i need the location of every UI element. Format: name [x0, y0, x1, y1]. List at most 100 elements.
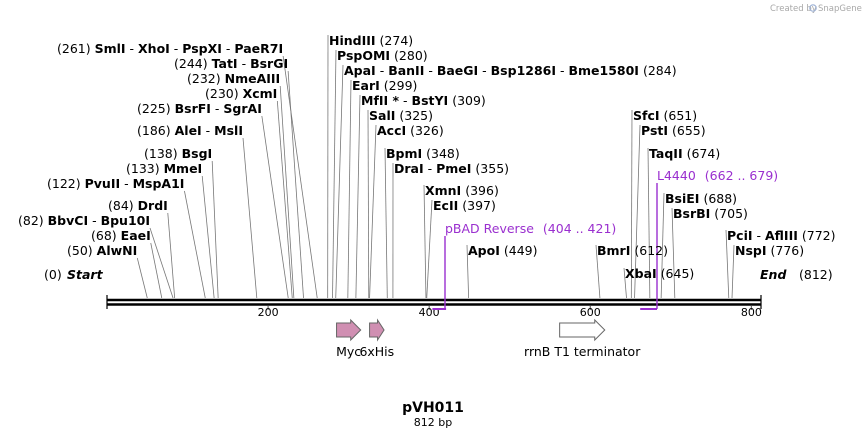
- enzyme-name: DrdI: [138, 198, 168, 213]
- enzyme-name: BpmI: [386, 146, 422, 161]
- scale-tick-label: 400: [419, 306, 440, 319]
- feature-arrow: [559, 318, 606, 342]
- enzyme-name: MfII *: [361, 93, 400, 108]
- site-label: ApoI (449): [468, 243, 537, 258]
- site-label: NspI (776): [735, 243, 804, 258]
- enzyme-name: EarI: [352, 78, 380, 93]
- site-labels: (261) SmlI - XhoI - PspXI - PaeR7I(244) …: [18, 33, 836, 281]
- site-connector: [242, 137, 258, 299]
- site-connector: [384, 147, 388, 299]
- site-position: (280): [394, 48, 428, 63]
- enzyme-name: BanII: [388, 63, 424, 78]
- site-position: (674): [687, 146, 721, 161]
- enzyme-name: BstYI: [412, 93, 449, 108]
- site-connector: [423, 184, 427, 299]
- enzyme-name: PciI: [727, 228, 753, 243]
- enzyme-name: MslI: [214, 123, 243, 138]
- primer-name: L4440: [657, 168, 696, 183]
- site-position: (355): [475, 161, 509, 176]
- site-connector: [426, 199, 433, 299]
- site-position: (299): [384, 78, 418, 93]
- site-label: (186) AleI - MslI: [137, 123, 243, 138]
- enzyme-name: XhoI: [138, 41, 170, 56]
- scale-ticks: 200 400 600 800: [258, 306, 762, 319]
- site-label: (50) AlwNI: [67, 243, 137, 258]
- site-position: (705): [714, 206, 748, 221]
- site-label: TaqII (674): [649, 146, 720, 161]
- site-label: (232) NmeAIII: [187, 71, 280, 86]
- site-separator: -: [424, 161, 436, 176]
- enzyme-name: EcII: [433, 198, 458, 213]
- enzyme-name: XbaI: [625, 266, 657, 281]
- site-connector: [149, 227, 174, 299]
- site-label: (82) BbvCI - Bpu10I: [18, 213, 150, 228]
- site-lines: [136, 34, 735, 299]
- enzyme-name: ApaI: [344, 63, 376, 78]
- enzyme-name: PspOMI: [337, 48, 390, 63]
- site-position: (138): [144, 146, 178, 161]
- site-connector: [731, 244, 735, 299]
- enzyme-name: BsrGI: [250, 56, 288, 71]
- enzyme-name: PspXI: [182, 41, 222, 56]
- site-connector: [355, 94, 361, 299]
- primers: pBAD Reverse (404 .. 421) L4440 (662 .. 679…: [432, 168, 778, 310]
- plasmid-length: 812 bp: [414, 416, 452, 429]
- enzyme-name: Bme1580I: [568, 63, 638, 78]
- site-position: (261): [57, 41, 91, 56]
- site-label: (122) PvuII - MspA1I: [47, 176, 184, 191]
- site-position: (397): [462, 198, 496, 213]
- site-separator: -: [376, 63, 388, 78]
- site-connector: [211, 160, 219, 299]
- start-position: (0): [44, 267, 62, 282]
- site-position: (244): [174, 56, 208, 71]
- site-connector: [466, 244, 470, 299]
- enzyme-name: TaqII: [649, 146, 683, 161]
- enzyme-name: NmeAIII: [225, 71, 281, 86]
- enzyme-name: TatI: [212, 56, 238, 71]
- enzyme-name: BmrI: [597, 243, 630, 258]
- site-position: (645): [661, 266, 695, 281]
- site-separator: -: [170, 41, 182, 56]
- site-position: (50): [67, 243, 93, 258]
- site-position: (232): [187, 71, 221, 86]
- feature-label: Myc: [336, 344, 361, 359]
- snapgene-logo: [809, 4, 817, 12]
- enzyme-name: Bpu10I: [101, 213, 150, 228]
- credit-text: Created by: [770, 4, 817, 14]
- site-connector: [623, 267, 627, 299]
- site-connector: [335, 64, 344, 299]
- site-label: (84) DrdI: [108, 198, 168, 213]
- site-connector: [634, 124, 641, 299]
- enzyme-name: SgrAI: [223, 101, 261, 116]
- primer-range: (662 .. 679): [705, 168, 778, 183]
- enzyme-name: PmeI: [436, 161, 471, 176]
- start-label: Start: [67, 267, 104, 282]
- site-label: DraI - PmeI (355): [394, 161, 509, 176]
- enzyme-name: SfcI: [633, 108, 660, 123]
- site-position: (186): [137, 123, 171, 138]
- site-separator: -: [478, 63, 490, 78]
- site-label: (230) XcmI: [205, 86, 277, 101]
- enzyme-name: BsgI: [182, 146, 213, 161]
- site-connector: [184, 190, 206, 299]
- scale-tick-label: 600: [580, 306, 601, 319]
- site-position: (68): [91, 228, 117, 243]
- feature-label: rrnB T1 terminator: [524, 344, 641, 359]
- enzyme-name: HindIII: [329, 33, 376, 48]
- enzyme-name: MspA1I: [133, 176, 185, 191]
- site-position: (309): [452, 93, 486, 108]
- scale-tick-label: 200: [258, 306, 279, 319]
- site-connector: [136, 257, 148, 299]
- site-separator: -: [126, 41, 138, 56]
- site-connector: [279, 85, 295, 299]
- site-position: (325): [399, 108, 433, 123]
- site-label: PciI - AflIII (772): [727, 228, 836, 243]
- site-label: EarI (299): [352, 78, 417, 93]
- enzyme-name: PvuII: [85, 176, 121, 191]
- site-label: MfII * - BstYI (309): [361, 93, 486, 108]
- enzyme-name: EaeI: [121, 228, 151, 243]
- brand-text: SnapGene: [818, 4, 862, 14]
- site-separator: -: [211, 101, 223, 116]
- site-position: (348): [426, 146, 460, 161]
